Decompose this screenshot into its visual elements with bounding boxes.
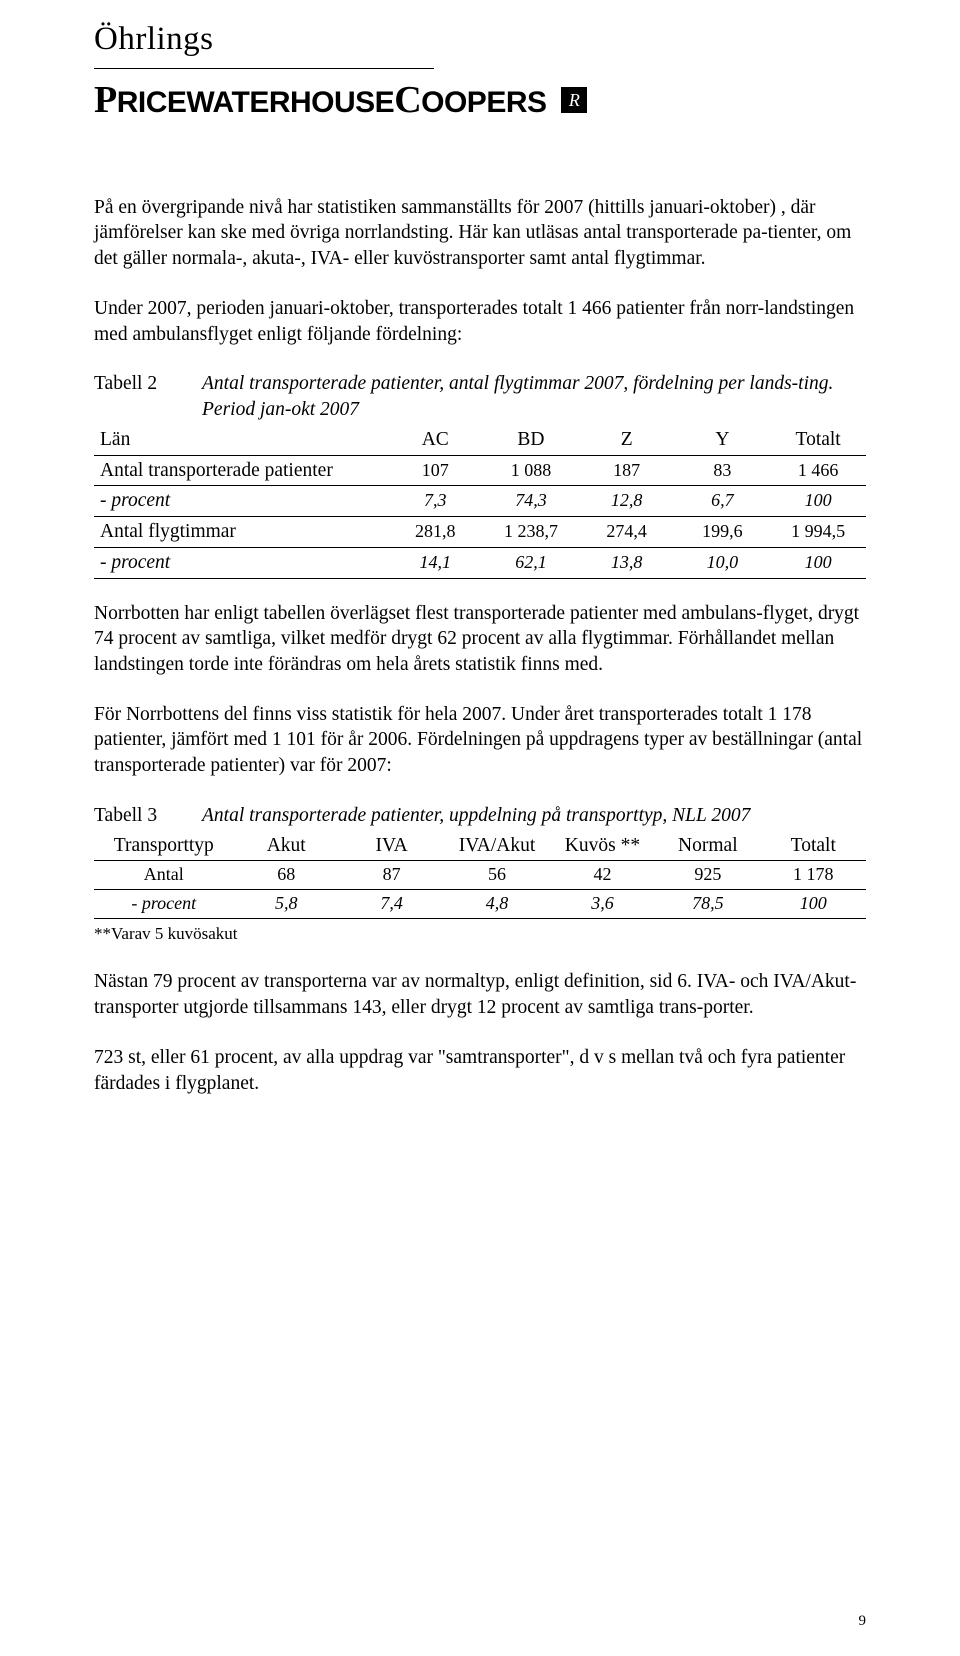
row-label: - procent xyxy=(94,890,234,919)
row-label: Antal transporterade patienter xyxy=(94,455,387,486)
cell: 78,5 xyxy=(655,890,760,919)
th-ac: AC xyxy=(387,425,483,455)
cell: 7,4 xyxy=(339,890,444,919)
page-number: 9 xyxy=(859,1612,867,1632)
table3-caption-text: Antal transporterade patienter, uppdelni… xyxy=(202,803,866,829)
table-row: Antal transporterade patienter1071 08818… xyxy=(94,455,866,486)
logo-rule xyxy=(94,68,434,69)
table-row: - procent14,162,113,810,0100 xyxy=(94,547,866,578)
logo-pwc: PRICEWATERHOUSECOOPERS xyxy=(94,75,547,125)
cell: 925 xyxy=(655,861,760,890)
cell: 1 088 xyxy=(483,455,579,486)
row-label: - procent xyxy=(94,547,387,578)
logo-ohrlings: Öhrlings xyxy=(94,18,866,62)
table2: Län AC BD Z Y Totalt Antal transporterad… xyxy=(94,425,866,579)
th-z: Z xyxy=(579,425,675,455)
th-totalt: Totalt xyxy=(770,425,866,455)
th-kuvos: Kuvös ** xyxy=(550,831,655,861)
paragraph-6: 723 st, eller 61 procent, av alla uppdra… xyxy=(94,1045,866,1096)
cell: 1 178 xyxy=(761,861,866,890)
cell: 5,8 xyxy=(234,890,339,919)
th-transporttyp: Transporttyp xyxy=(94,831,234,861)
cell: 10,0 xyxy=(675,547,771,578)
row-label: Antal flygtimmar xyxy=(94,517,387,548)
th-iva: IVA xyxy=(339,831,444,861)
cell: 1 994,5 xyxy=(770,517,866,548)
th-ivaakut: IVA/Akut xyxy=(444,831,549,861)
logo-square-icon: R xyxy=(561,87,587,113)
table-row: - procent7,374,312,86,7100 xyxy=(94,486,866,517)
th-totalt3: Totalt xyxy=(761,831,866,861)
table2-name: Tabell 2 xyxy=(94,371,202,422)
cell: 42 xyxy=(550,861,655,890)
cell: 4,8 xyxy=(444,890,549,919)
cell: 62,1 xyxy=(483,547,579,578)
cell: 83 xyxy=(675,455,771,486)
table3: Transporttyp Akut IVA IVA/Akut Kuvös ** … xyxy=(94,831,866,919)
th-akut: Akut xyxy=(234,831,339,861)
cell: 100 xyxy=(770,547,866,578)
paragraph-1: På en övergripande nivå har statistiken … xyxy=(94,195,866,272)
th-normal: Normal xyxy=(655,831,760,861)
th-bd: BD xyxy=(483,425,579,455)
paragraph-2: Under 2007, perioden januari-oktober, tr… xyxy=(94,296,866,347)
row-label: Antal xyxy=(94,861,234,890)
cell: 3,6 xyxy=(550,890,655,919)
table2-header-row: Län AC BD Z Y Totalt xyxy=(94,425,866,455)
table3-name: Tabell 3 xyxy=(94,803,202,829)
table2-caption: Tabell 2 Antal transporterade patienter,… xyxy=(94,371,866,422)
cell: 100 xyxy=(761,890,866,919)
table2-caption-text: Antal transporterade patienter, antal fl… xyxy=(202,371,866,422)
paragraph-4: För Norrbottens del finns viss statistik… xyxy=(94,702,866,779)
logo-block: Öhrlings PRICEWATERHOUSECOOPERS R xyxy=(94,18,866,125)
cell: 281,8 xyxy=(387,517,483,548)
cell: 87 xyxy=(339,861,444,890)
cell: 6,7 xyxy=(675,486,771,517)
cell: 14,1 xyxy=(387,547,483,578)
cell: 74,3 xyxy=(483,486,579,517)
cell: 1 238,7 xyxy=(483,517,579,548)
paragraph-3: Norrbotten har enligt tabellen överlägse… xyxy=(94,601,866,678)
cell: 13,8 xyxy=(579,547,675,578)
document-page: Öhrlings PRICEWATERHOUSECOOPERS R På en … xyxy=(0,0,960,1656)
cell: 187 xyxy=(579,455,675,486)
table3-footnote: **Varav 5 kuvösakut xyxy=(94,923,866,945)
table-row: Antal flygtimmar281,81 238,7274,4199,61 … xyxy=(94,517,866,548)
row-label: - procent xyxy=(94,486,387,517)
cell: 107 xyxy=(387,455,483,486)
cell: 1 466 xyxy=(770,455,866,486)
cell: 274,4 xyxy=(579,517,675,548)
cell: 199,6 xyxy=(675,517,771,548)
paragraph-5: Nästan 79 procent av transporterna var a… xyxy=(94,969,866,1020)
table3-caption: Tabell 3 Antal transporterade patienter,… xyxy=(94,803,866,829)
cell: 7,3 xyxy=(387,486,483,517)
th-lan: Län xyxy=(94,425,387,455)
table-row: - procent5,87,44,83,678,5100 xyxy=(94,890,866,919)
cell: 12,8 xyxy=(579,486,675,517)
table-row: Antal688756429251 178 xyxy=(94,861,866,890)
cell: 56 xyxy=(444,861,549,890)
table3-header-row: Transporttyp Akut IVA IVA/Akut Kuvös ** … xyxy=(94,831,866,861)
th-y: Y xyxy=(675,425,771,455)
cell: 100 xyxy=(770,486,866,517)
cell: 68 xyxy=(234,861,339,890)
